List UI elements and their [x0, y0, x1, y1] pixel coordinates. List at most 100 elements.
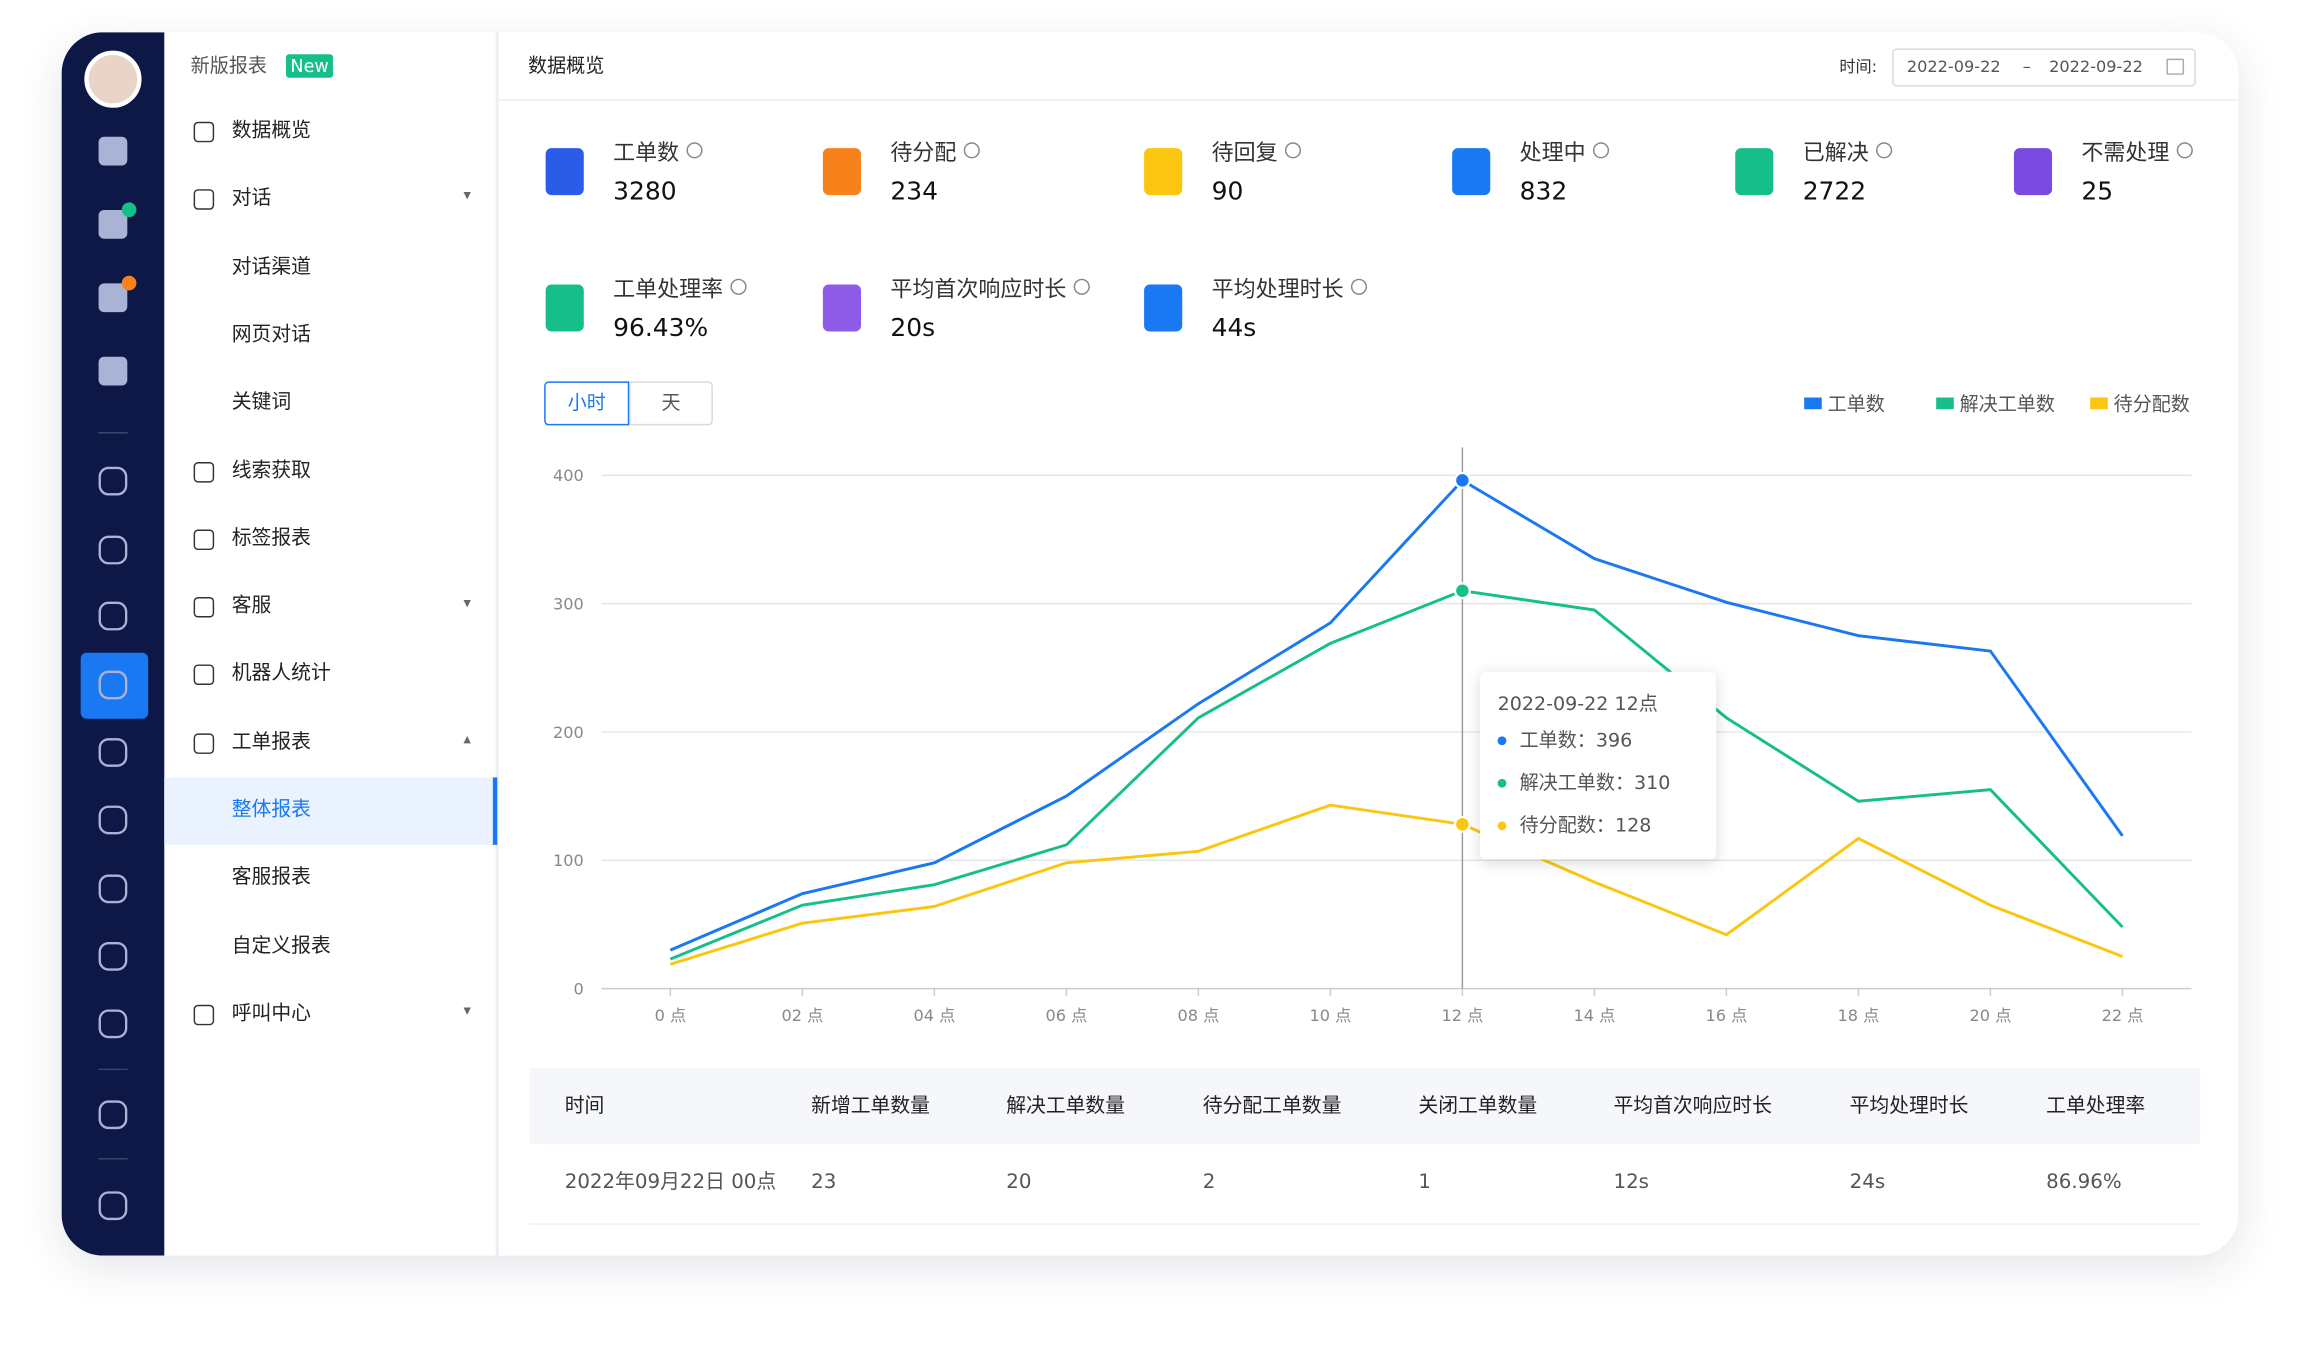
stat-value: 90: [1211, 177, 1244, 207]
table-cell: 23: [811, 1170, 837, 1194]
table-header-cell: 工单处理率: [2046, 1094, 2146, 1118]
table-cell: 2: [1202, 1170, 1216, 1194]
menu-active-bg: [164, 777, 498, 845]
x-tick-label: 0 点: [655, 1006, 687, 1025]
stat-label: 工单处理率: [613, 278, 747, 301]
info-icon: [1592, 142, 1610, 159]
highlight-point: [1453, 471, 1471, 489]
menu-icon: [193, 597, 215, 618]
table-header-cell: 关闭工单数量: [1418, 1094, 1538, 1118]
stat-value: 44s: [1211, 313, 1257, 344]
menu-arrow: ▾: [463, 595, 471, 612]
rail-icon: [98, 1009, 128, 1039]
menu-arrow: ▾: [463, 1003, 471, 1020]
menu-item: 客服: [231, 594, 272, 618]
tooltip-item: 工单数：396: [1519, 730, 1633, 753]
stat-label: 待分配: [890, 142, 980, 164]
info-icon: [730, 278, 747, 295]
table-header-cell: 平均首次响应时长: [1613, 1094, 1772, 1118]
table-cell: 12s: [1613, 1170, 1650, 1194]
x-tick-label: 06 点: [1045, 1006, 1087, 1025]
stat-icon: [2013, 148, 2053, 196]
rail-icon: [98, 210, 128, 239]
table-header-cell: 解决工单数量: [1006, 1094, 1126, 1118]
tooltip-title: 2022-09-22 12点: [1497, 693, 1658, 716]
menu-item: 工单报表: [231, 730, 311, 754]
table-header-cell: 新增工单数量: [811, 1094, 930, 1118]
x-tick-label: 04 点: [913, 1006, 955, 1025]
x-tick-label: 18 点: [1838, 1006, 1880, 1025]
tooltip-dot: [1497, 736, 1507, 746]
stat-label: 工单数: [613, 142, 703, 164]
x-tick-label: 02 点: [781, 1006, 823, 1025]
rail-icon: [98, 738, 128, 767]
x-tick-label: 12 点: [1442, 1006, 1484, 1025]
stat-value: 2722: [1802, 177, 1867, 207]
info-icon: [1073, 278, 1090, 295]
stat-value: 96.43%: [613, 313, 709, 344]
stat-icon: [545, 148, 584, 196]
menu-icon: [193, 461, 215, 482]
stat-value: 3280: [613, 177, 677, 207]
brand-badge: New: [286, 54, 334, 78]
rail-active: [80, 652, 149, 719]
x-tick-label: 08 点: [1177, 1006, 1219, 1025]
table-header-cell: 时间: [564, 1094, 605, 1118]
stat-icon: [822, 148, 862, 196]
info-icon: [1876, 142, 1893, 159]
date-box: [1892, 48, 2196, 87]
stat-label: 平均处理时长: [1212, 278, 1368, 301]
menu-subitem: 关键词: [231, 390, 292, 414]
tooltip-item: 待分配数：128: [1519, 815, 1652, 838]
rail-icon: [98, 466, 128, 496]
table-cell: 24s: [1849, 1170, 1886, 1194]
legend-swatch: [1804, 397, 1822, 410]
series-line: [669, 589, 2124, 961]
rail-icon: [98, 941, 128, 971]
stat-value: 234: [890, 177, 938, 207]
menu-icon: [193, 665, 215, 686]
stat-icon: [1144, 148, 1183, 196]
badge-dot: [121, 275, 137, 291]
avatar: [84, 50, 142, 108]
rail-icon: [98, 136, 128, 166]
menu-icon: [193, 121, 215, 143]
stat-icon: [822, 284, 862, 332]
stat-icon: [545, 284, 584, 332]
y-tick-label: 300: [553, 595, 584, 614]
x-tick-label: 20 点: [1970, 1006, 2012, 1025]
table-row-line: [529, 1223, 2201, 1225]
menu-item: 呼叫中心: [231, 1001, 311, 1026]
info-icon: [963, 142, 980, 159]
toggle-button[interactable]: 小时: [544, 381, 630, 426]
y-tick-label: 200: [553, 723, 584, 742]
legend-label: 工单数: [1828, 393, 1885, 415]
table-cell: 86.96%: [2046, 1170, 2122, 1194]
highlight-point: [1453, 582, 1471, 600]
stat-value: 832: [1519, 177, 1568, 207]
tooltip-dot: [1497, 778, 1507, 788]
date-start: 2022-09-22: [1906, 57, 2001, 77]
stat-label: 处理中: [1520, 142, 1610, 164]
rail-icon: [98, 1100, 128, 1130]
toggle-button[interactable]: 天: [629, 381, 713, 426]
menu-divider: [495, 32, 499, 1256]
menu-subitem: 自定义报表: [231, 933, 331, 958]
menu-arrow: ▴: [463, 731, 471, 748]
brand-title: 新版报表: [190, 55, 267, 78]
y-tick-label: 0: [574, 980, 584, 999]
menu-subitem: 客服报表: [231, 865, 311, 890]
info-icon: [1350, 278, 1368, 295]
stat-label: 平均首次响应时长: [890, 278, 1090, 301]
menu-subitem: 整体报表: [231, 797, 311, 822]
stat-label: 已解决: [1803, 142, 1893, 164]
legend-label: 解决工单数: [1960, 393, 2055, 415]
menu-item: 对话: [231, 186, 272, 211]
table-cell: 20: [1006, 1170, 1032, 1194]
rail-icon: [98, 805, 128, 835]
table-header-cell: 待分配工单数量: [1202, 1094, 1342, 1118]
menu-subitem: 网页对话: [231, 322, 311, 347]
menu-icon: [193, 732, 215, 754]
